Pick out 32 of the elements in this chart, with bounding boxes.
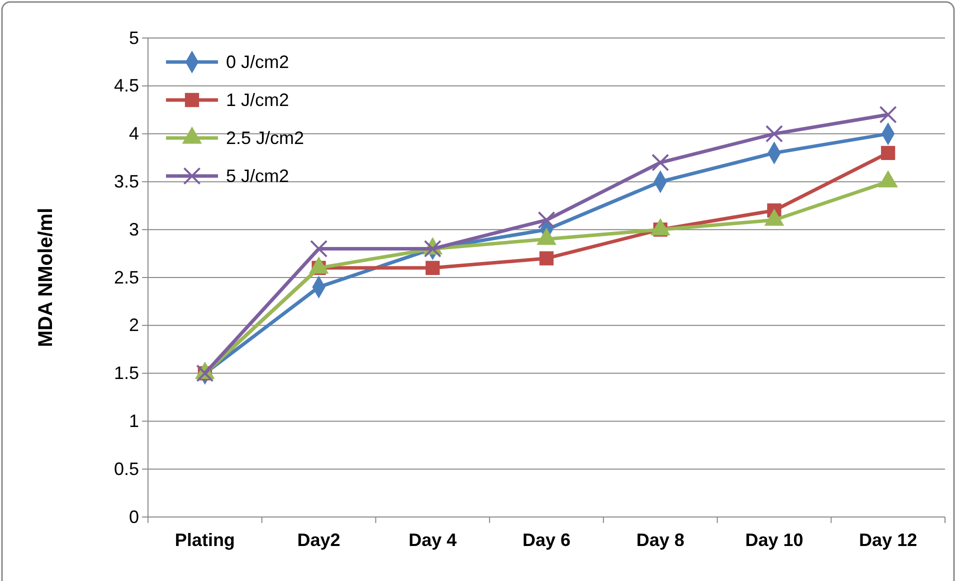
point	[424, 240, 442, 258]
y-tick-label: 2.5	[114, 267, 139, 288]
point	[652, 154, 670, 172]
y-tick-label: 0	[128, 506, 139, 527]
y-tick-label: 2	[128, 315, 139, 336]
legend-label: 5 J/cm2	[226, 166, 290, 186]
point	[765, 125, 783, 143]
x-tick-label: Day2	[297, 530, 340, 550]
y-tick-label: 4	[128, 124, 139, 144]
y-tick-label: 3.5	[114, 171, 139, 192]
point	[881, 146, 896, 160]
y-tick-label: 0.5	[114, 458, 139, 479]
y-tick-label: 3	[128, 219, 139, 240]
x-tick-label: Plating	[174, 530, 235, 550]
x-tick-label: Day 4	[408, 530, 457, 550]
x-tick-label: Day 8	[636, 530, 684, 550]
legend-label: 0 J/cm2	[226, 52, 290, 72]
y-tick-label: 4.5	[114, 76, 139, 96]
x-tick-label: Day 12	[859, 530, 918, 550]
legend-label: 1 J/cm2	[226, 90, 290, 110]
x-tick-label: Day 6	[522, 530, 571, 550]
legend-label: 2.5 J/cm2	[226, 128, 304, 148]
point	[426, 260, 440, 275]
y-tick-label: 5	[128, 28, 139, 48]
point	[538, 211, 556, 229]
y-axis-title: MDA NMole/ml	[35, 208, 57, 348]
y-tick-label: 1.5	[114, 363, 139, 384]
point	[310, 240, 328, 258]
y-tick-label: 1	[128, 410, 139, 431]
point	[879, 106, 897, 124]
x-tick-label: Day 10	[745, 530, 804, 550]
point	[539, 251, 554, 266]
